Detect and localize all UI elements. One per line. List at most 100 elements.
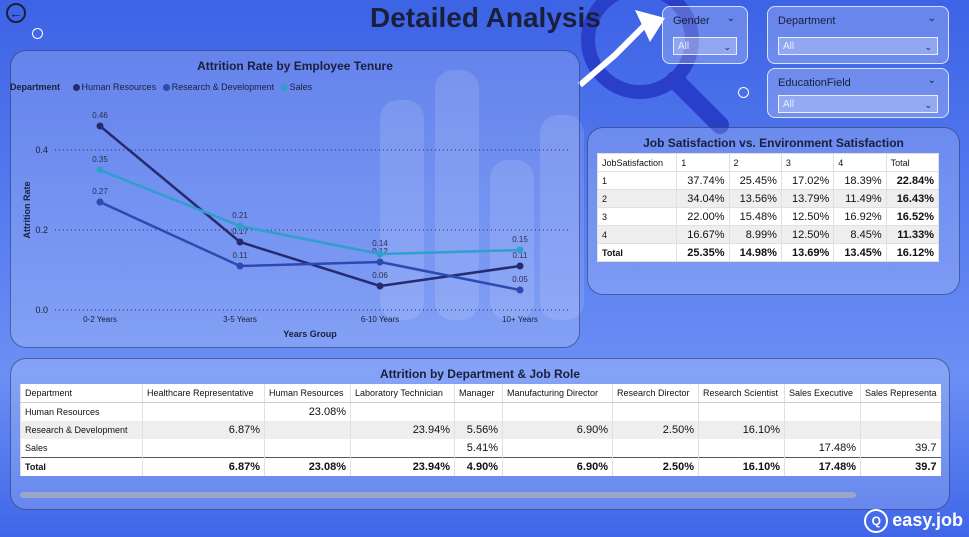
table-cell: 8.45%	[833, 225, 887, 244]
column-header[interactable]: JobSatisfaction	[596, 153, 678, 172]
table-cell: 12.50%	[780, 225, 835, 244]
column-header[interactable]: Laboratory Technician	[350, 384, 455, 403]
table-cell: 6.87%	[142, 421, 265, 439]
chevron-down-icon[interactable]: ⌄	[726, 13, 735, 24]
table-cell: 25.35%	[676, 243, 730, 262]
table-cell: 17.02%	[780, 171, 835, 190]
table-row[interactable]: Human Resources 23.08%	[20, 402, 941, 421]
chevron-down-icon: ⌄	[924, 42, 932, 52]
job-satisfaction-matrix[interactable]: JobSatisfaction 1 2 3 4 Total 1 37.74% 25.45% 17.…	[596, 153, 940, 262]
column-header[interactable]: 4	[833, 153, 887, 172]
table-cell: 5.41%	[454, 439, 503, 458]
data-point[interactable]	[236, 238, 244, 246]
chevron-down-icon[interactable]: ⌄	[927, 13, 936, 24]
department-slicer[interactable]: Department ⌄ All ⌄	[767, 6, 949, 64]
table-cell: 39.7	[860, 457, 941, 476]
data-point[interactable]	[516, 262, 524, 270]
table-cell: 17.48%	[784, 439, 861, 458]
table-cell: 16.52%	[885, 207, 940, 226]
total-row[interactable]: Total 25.35% 14.98% 13.69% 13.45% 16.12%	[596, 243, 940, 262]
table-cell: 2.50%	[612, 421, 699, 439]
legend-item-rd[interactable]: Research & Development	[171, 82, 275, 92]
column-header[interactable]: 2	[728, 153, 782, 172]
table-row[interactable]: 2 34.04% 13.56% 13.79% 11.49% 16.43%	[596, 189, 940, 208]
table-cell: 11.33%	[885, 225, 940, 244]
legend-item-sales[interactable]: Sales	[289, 82, 313, 92]
gender-dropdown[interactable]: All ⌄	[673, 37, 737, 55]
table-cell: 13.69%	[780, 243, 835, 262]
table-row[interactable]: Research & Development 6.87% 23.94% 5.56% 6.…	[20, 421, 941, 439]
table-cell	[142, 402, 265, 421]
table-cell	[784, 402, 861, 421]
x-axis-title: Years Group	[283, 329, 337, 339]
table-cell: 16.10%	[698, 421, 785, 439]
tenure-line-chart[interactable]: 0.0 0.2 0.4 0-2 Years 3-5 Years 6-10 Years 10+…	[10, 100, 580, 345]
legend-item-hr[interactable]: Human Resources	[81, 82, 157, 92]
department-slicer-label: Department	[778, 15, 836, 27]
table-cell: 23.08%	[264, 457, 351, 476]
data-point[interactable]	[376, 282, 384, 290]
education-field-slicer[interactable]: EducationField ⌄ All ⌄	[767, 68, 949, 118]
data-point[interactable]	[516, 246, 524, 254]
chevron-down-icon[interactable]: ⌄	[927, 75, 936, 86]
back-button[interactable]: ←	[6, 3, 26, 23]
table-cell: 18.39%	[833, 171, 887, 190]
data-point[interactable]	[516, 286, 524, 294]
column-header[interactable]: Human Resources	[264, 384, 351, 403]
x-tick-label: 3-5 Years	[223, 315, 257, 324]
table-cell: 12.50%	[780, 207, 835, 226]
series-line[interactable]	[99, 200, 521, 292]
dept-role-matrix[interactable]: Department Healthcare Representative Human…	[20, 384, 941, 476]
total-row[interactable]: Total 6.87% 23.08% 23.94% 4.90% 6.90% 2.50% 16.…	[20, 457, 941, 476]
y-tick-label: 0.2	[35, 225, 48, 235]
series-line[interactable]	[99, 168, 521, 256]
background-circle-decoration	[738, 87, 749, 98]
background-bar-decoration	[490, 160, 534, 320]
data-point[interactable]	[236, 222, 244, 230]
x-tick-label: 10+ Years	[502, 315, 538, 324]
column-header[interactable]: Total	[885, 153, 940, 172]
row-header: 4	[596, 225, 678, 244]
data-label: 0.11	[513, 251, 529, 260]
table-cell: 16.67%	[676, 225, 730, 244]
table-row[interactable]: 3 22.00% 15.48% 12.50% 16.92% 16.52%	[596, 207, 940, 226]
column-header[interactable]: Sales Representa	[860, 384, 941, 403]
column-header[interactable]: Research Scientist	[698, 384, 785, 403]
column-header[interactable]: Manager	[454, 384, 503, 403]
row-header: Human Resources	[20, 402, 143, 421]
data-label: 0.11	[233, 251, 249, 260]
data-point[interactable]	[376, 250, 384, 258]
table-cell: 16.12%	[885, 243, 940, 262]
column-header[interactable]: 1	[676, 153, 730, 172]
column-header[interactable]: 3	[780, 153, 835, 172]
data-label: 0.35	[92, 155, 108, 164]
data-point[interactable]	[376, 258, 384, 266]
table-cell	[264, 439, 351, 458]
tenure-chart-legend: Department Human Resources Research & De…	[10, 82, 312, 92]
data-point[interactable]	[96, 198, 104, 206]
table-row[interactable]: 4 16.67% 8.99% 12.50% 8.45% 11.33%	[596, 225, 940, 244]
table-row[interactable]: 1 37.74% 25.45% 17.02% 18.39% 22.84%	[596, 171, 940, 190]
data-point[interactable]	[96, 122, 104, 130]
horizontal-scrollbar[interactable]	[20, 492, 856, 498]
data-point[interactable]	[96, 166, 104, 174]
tenure-chart-panel[interactable]	[10, 50, 580, 348]
column-header[interactable]: Healthcare Representative	[142, 384, 265, 403]
data-point[interactable]	[236, 262, 244, 270]
table-cell: 6.90%	[502, 421, 613, 439]
column-header[interactable]: Manufacturing Director	[502, 384, 613, 403]
table-cell	[350, 402, 455, 421]
column-header[interactable]: Department	[20, 384, 143, 403]
gender-slicer-label: Gender	[673, 15, 710, 27]
column-header[interactable]: Sales Executive	[784, 384, 861, 403]
education-field-dropdown[interactable]: All ⌄	[778, 95, 938, 113]
gender-slicer[interactable]: Gender ⌄ All ⌄	[662, 6, 748, 64]
table-cell: 34.04%	[676, 189, 730, 208]
column-header[interactable]: Research Director	[612, 384, 699, 403]
table-cell: 23.94%	[350, 421, 455, 439]
table-cell: 4.90%	[454, 457, 503, 476]
department-dropdown[interactable]: All ⌄	[778, 37, 938, 55]
table-cell: 13.56%	[728, 189, 782, 208]
table-row[interactable]: Sales 5.41% 17.48% 39.7	[20, 439, 941, 458]
table-cell	[142, 439, 265, 458]
